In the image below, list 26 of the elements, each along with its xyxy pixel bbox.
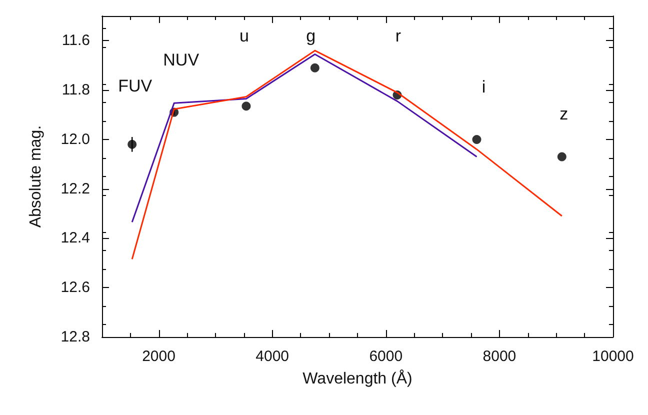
x-tick-label: 6000: [369, 348, 403, 365]
x-tick-label: 2000: [142, 348, 176, 365]
y-axis-title: Absolute mag.: [28, 125, 44, 228]
annotation: u: [239, 26, 249, 46]
annotation: FUV: [118, 76, 153, 96]
y-tick-label: 12.4: [60, 230, 90, 247]
y-tick-label: 11.6: [62, 32, 90, 50]
point: [310, 63, 320, 72]
annotation: NUV: [163, 50, 200, 70]
annotation: g: [306, 26, 316, 46]
annotation: z: [560, 104, 568, 124]
y-tick-label: 12.8: [60, 328, 90, 346]
point: [128, 140, 137, 149]
x-tick-label: 10000: [592, 348, 634, 365]
annotation: i: [482, 78, 486, 96]
annotation: r: [395, 26, 402, 46]
y-tick-label: 12.2: [60, 180, 90, 198]
y-tick-label: 12.0: [60, 130, 90, 148]
point: [472, 134, 482, 144]
x-tick-label: 8000: [482, 348, 516, 365]
x-tick-label: 4000: [256, 348, 290, 365]
y-tick-label: 11.8: [62, 82, 90, 99]
x-axis-title: Wavelength (Å): [302, 370, 412, 388]
point: [242, 102, 251, 111]
y-tick-label: 12.6: [60, 279, 90, 296]
point: [557, 152, 566, 162]
